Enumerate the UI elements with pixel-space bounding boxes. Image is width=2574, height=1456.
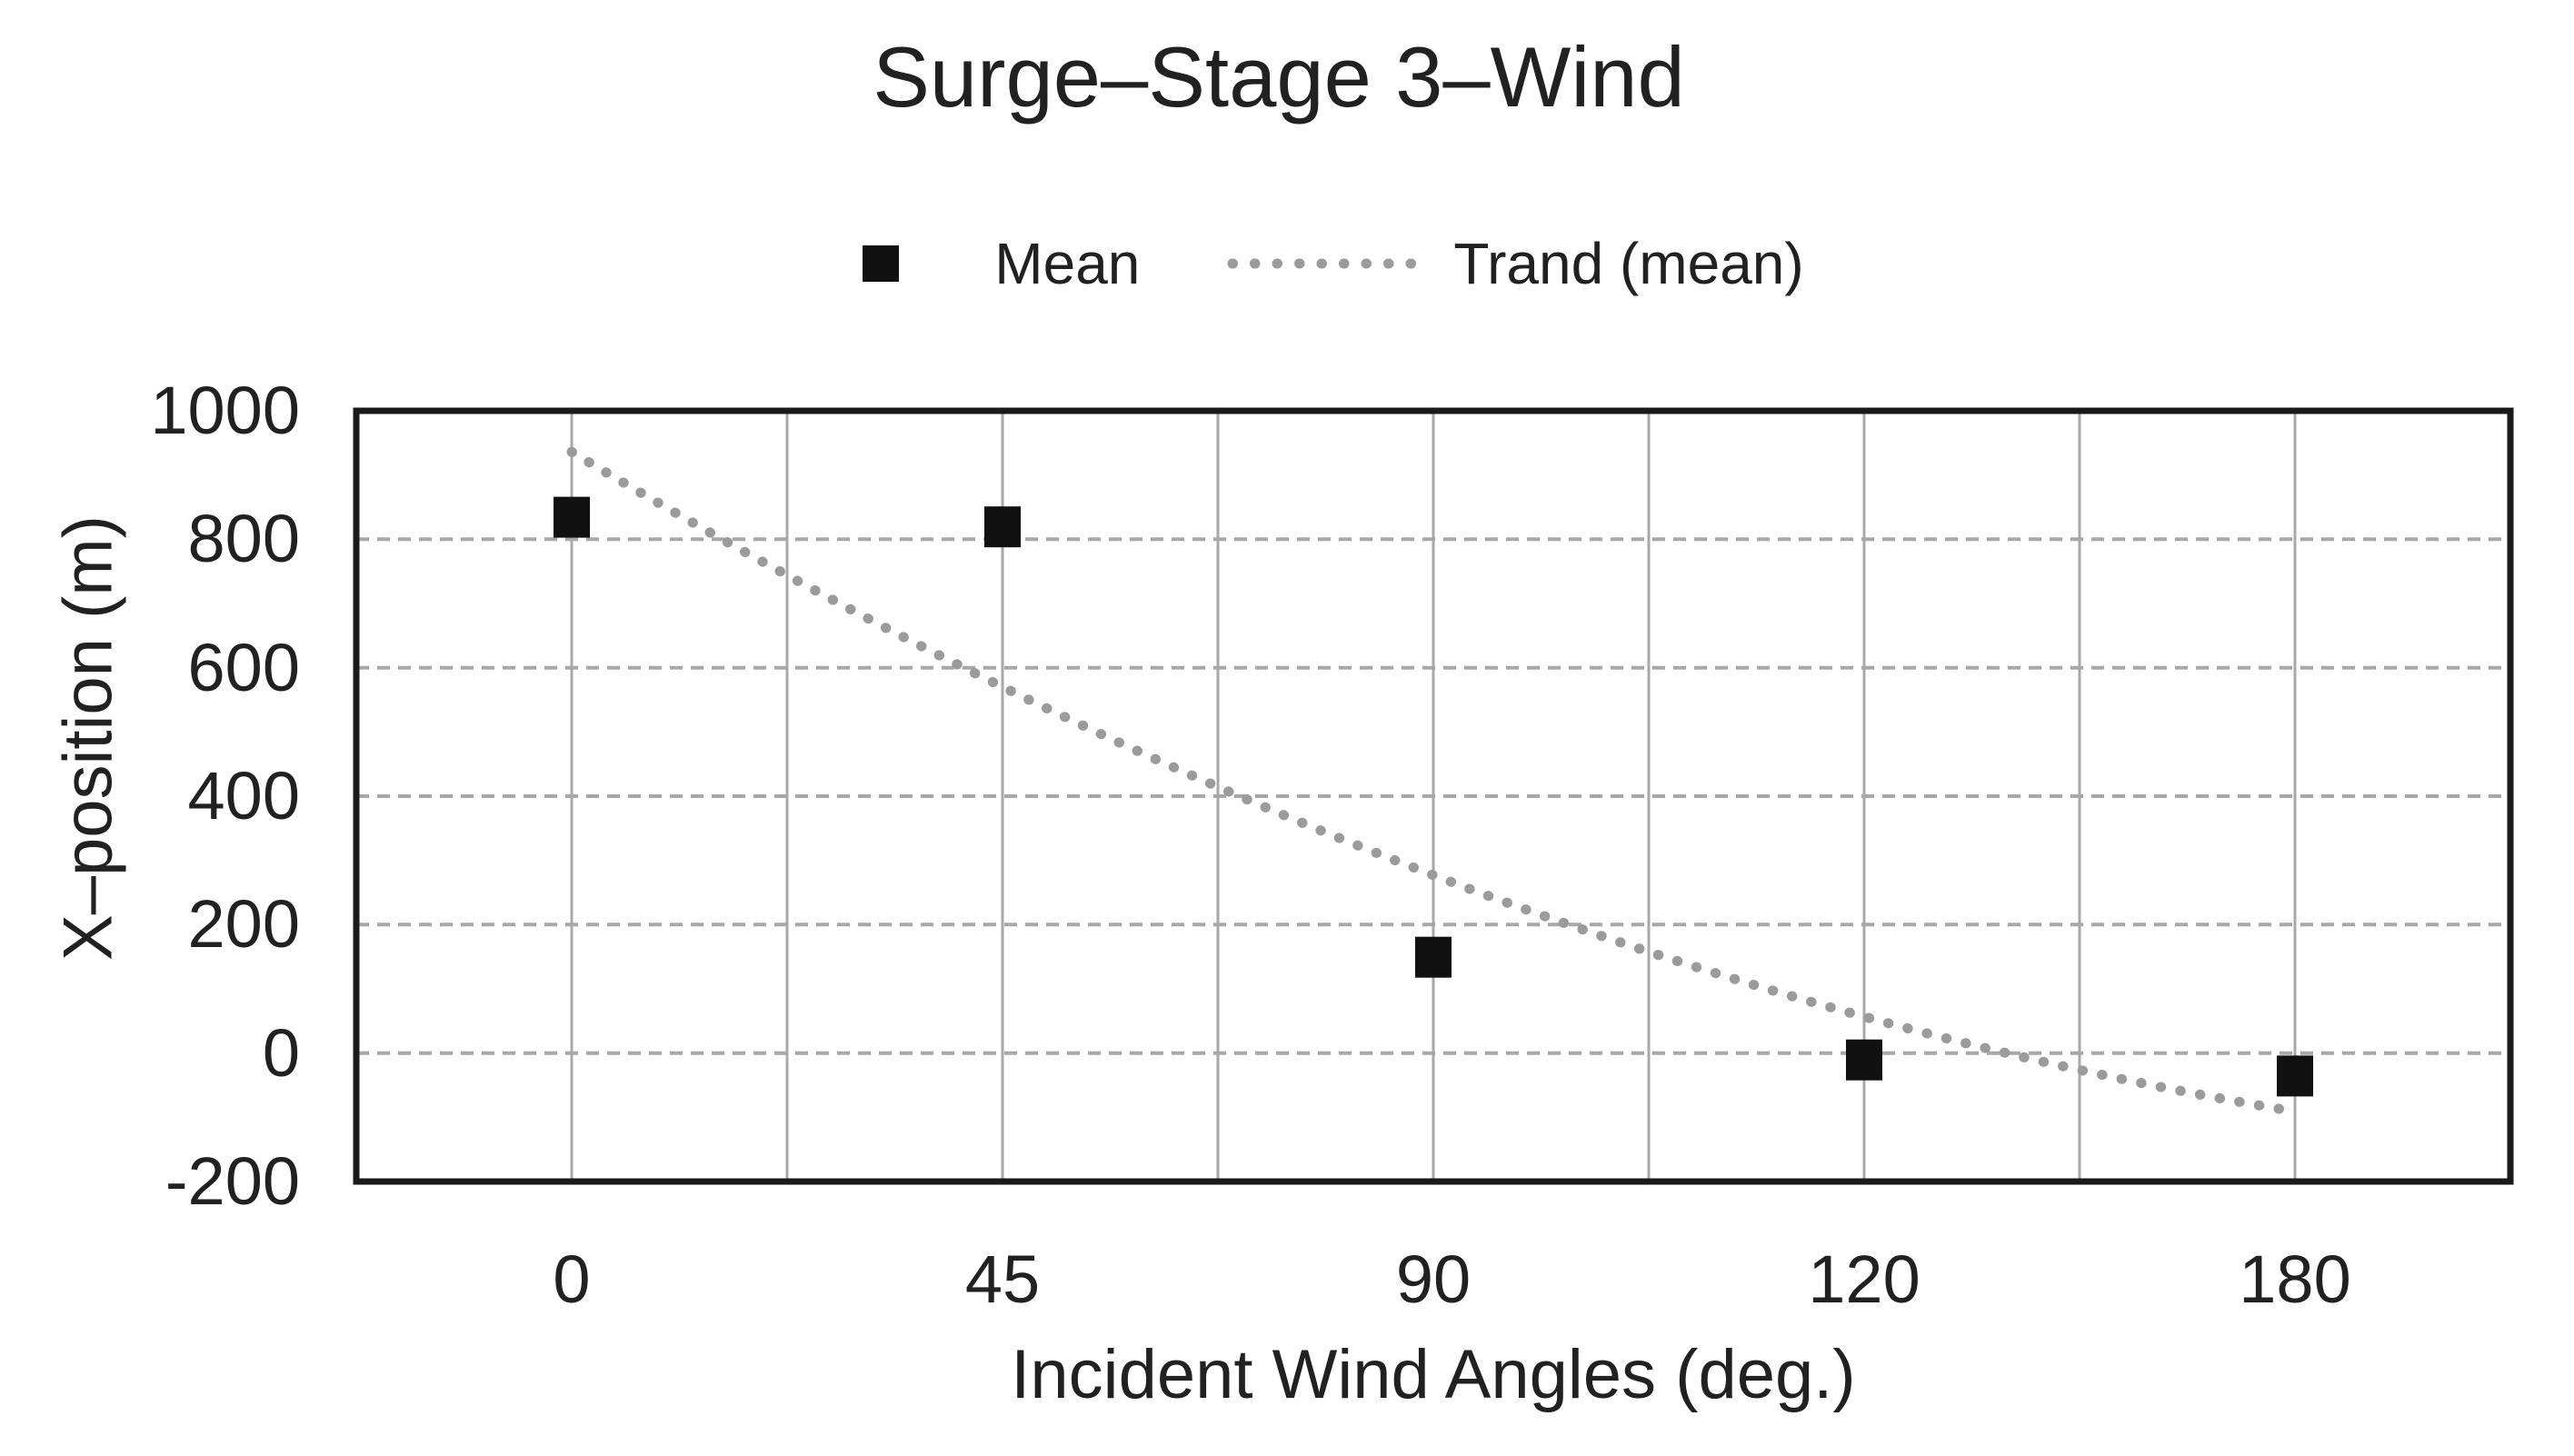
- y-tick-label: -200: [165, 1143, 300, 1219]
- y-tick-label: 200: [187, 886, 300, 962]
- data-point-marker: [554, 496, 590, 538]
- data-point-marker: [1846, 1039, 1882, 1081]
- x-tick-label: 180: [2239, 1242, 2351, 1317]
- y-tick-label: 1000: [150, 373, 300, 448]
- legend-square-marker-icon: [863, 245, 900, 282]
- legend-dotted-line-icon: [1227, 258, 1425, 269]
- x-tick-label: 45: [964, 1242, 1041, 1317]
- data-point-marker: [2277, 1055, 2313, 1097]
- x-tick-label: 90: [1395, 1242, 1472, 1317]
- plot-border: [353, 407, 2514, 1185]
- x-tick-label: 120: [1808, 1242, 1921, 1317]
- data-point-marker: [984, 506, 1021, 548]
- y-axis-ticks: 1000 800 600 400 200 0 -200: [0, 374, 300, 1218]
- chart-title: Surge–Stage 3–Wind: [873, 29, 1685, 125]
- data-point-marker: [1415, 936, 1452, 978]
- y-tick-label: 800: [187, 501, 300, 576]
- legend: Mean Trand (mean): [46, 227, 2574, 300]
- y-tick-label: 400: [187, 758, 300, 833]
- y-tick-label: 600: [187, 630, 300, 705]
- plot-area: [353, 407, 2514, 1185]
- legend-label-trend: Trand (mean): [1453, 231, 1804, 296]
- trend-line: [566, 446, 2300, 1117]
- x-tick-label: 0: [553, 1242, 591, 1317]
- y-tick-label: 0: [262, 1015, 300, 1091]
- x-axis-ticks: 0 45 90 120 180: [356, 1243, 2510, 1325]
- x-axis-title: Incident Wind Angles (deg.): [1011, 1336, 1856, 1413]
- legend-label-mean: Mean: [994, 231, 1141, 296]
